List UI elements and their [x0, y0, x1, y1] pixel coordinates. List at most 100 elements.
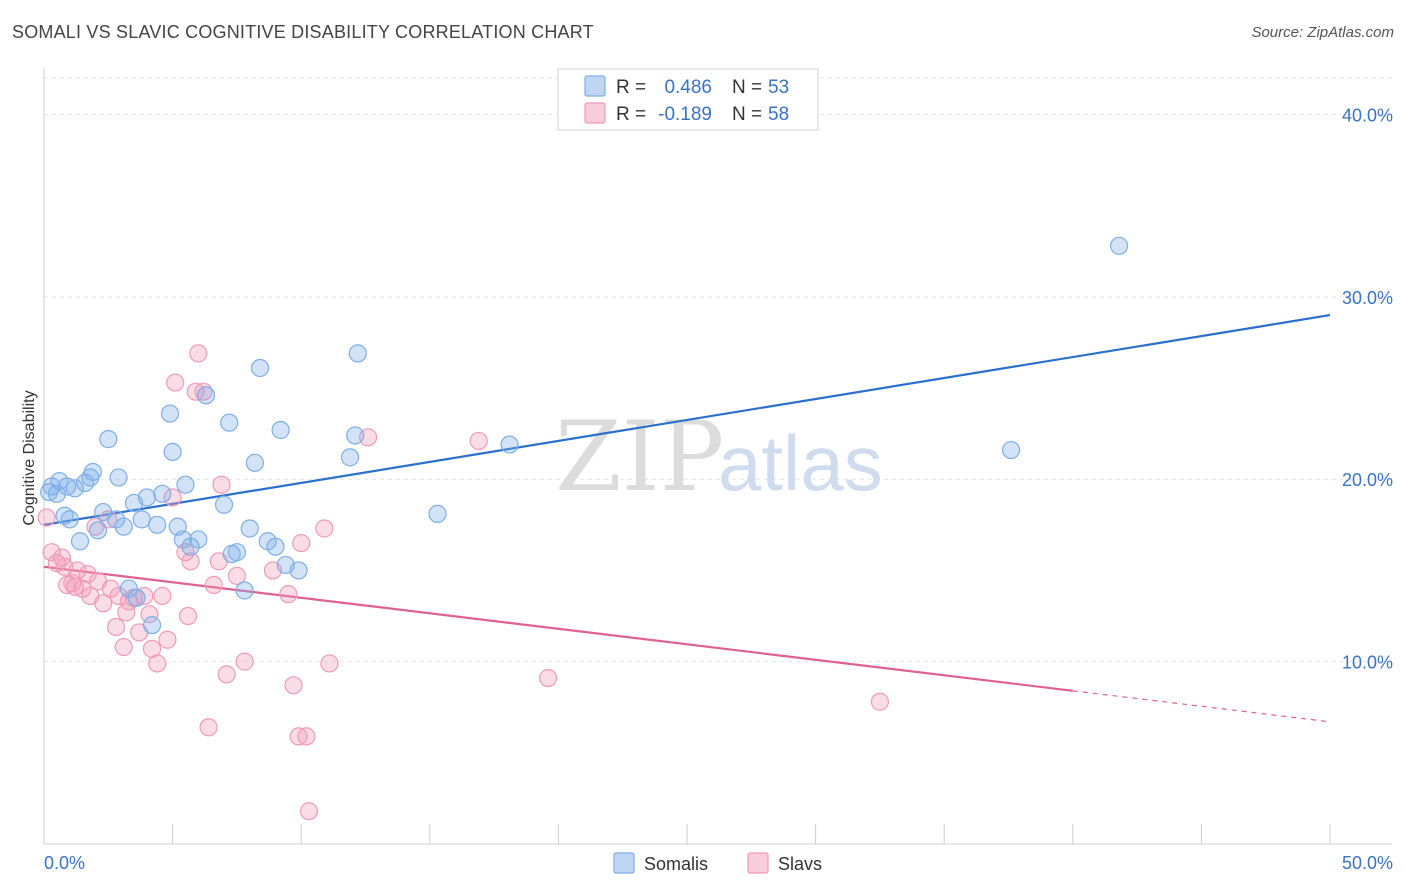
- data-point: [348, 344, 367, 363]
- data-point: [250, 358, 270, 378]
- data-point: [160, 404, 180, 423]
- data-point: [346, 426, 365, 445]
- grid-lines: [44, 77, 1392, 663]
- data-point: [132, 510, 151, 529]
- y-tick-label: 40.0%: [1342, 105, 1393, 125]
- data-point: [153, 586, 172, 606]
- data-point: [284, 676, 303, 695]
- data-point: [140, 605, 159, 624]
- axes: [43, 68, 1392, 845]
- watermark-atlas: atlas: [718, 419, 883, 507]
- data-point: [176, 475, 195, 494]
- legend-swatch: [584, 75, 606, 97]
- data-point: [166, 373, 185, 392]
- bottom-legend-label: Somalis: [644, 854, 708, 874]
- y-tick-label: 10.0%: [1342, 653, 1393, 673]
- data-point: [189, 530, 208, 549]
- data-point: [199, 718, 218, 737]
- chart-title: SOMALI VS SLAVIC COGNITIVE DISABILITY CO…: [12, 22, 594, 42]
- watermark: ZIP atlas: [555, 401, 883, 513]
- data-point: [142, 616, 162, 635]
- bottom-legend-swatch: [613, 852, 635, 874]
- data-point: [217, 665, 236, 684]
- data-point: [94, 594, 113, 613]
- data-point: [163, 442, 182, 461]
- data-point: [114, 637, 133, 657]
- data-point: [214, 495, 234, 514]
- data-point: [245, 453, 265, 472]
- data-point: [279, 585, 298, 604]
- data-point: [109, 468, 128, 487]
- data-point: [60, 510, 79, 529]
- data-point: [106, 617, 126, 637]
- tick-labels: 10.0% 20.0% 30.0% 40.0% 0.0% 50.0%: [44, 105, 1393, 873]
- legend-r-label: R =: [616, 77, 646, 98]
- legend-r-value: -0.189: [658, 104, 712, 125]
- data-point: [289, 727, 308, 746]
- data-point: [227, 543, 246, 562]
- data-point: [320, 654, 339, 673]
- data-point: [500, 435, 519, 454]
- data-point: [196, 386, 216, 405]
- data-point: [340, 448, 360, 467]
- data-point: [148, 654, 167, 673]
- legend-r-label: R =: [616, 104, 646, 125]
- data-point: [266, 537, 285, 556]
- data-point: [78, 564, 97, 584]
- data-point: [68, 561, 87, 580]
- data-point: [109, 586, 128, 606]
- data-point: [227, 566, 246, 586]
- data-point: [292, 533, 311, 553]
- bottom-legend-label: Slavs: [778, 854, 822, 874]
- legend-box: R = 0.486 N = 53 R = -0.189 N = 58: [557, 68, 819, 131]
- data-point: [297, 727, 316, 746]
- data-point: [1109, 236, 1129, 255]
- data-point: [235, 652, 254, 671]
- data-point: [189, 344, 208, 363]
- data-point: [235, 581, 254, 600]
- data-point: [101, 579, 120, 598]
- data-point: [271, 420, 290, 440]
- data-point: [119, 579, 138, 598]
- data-point: [240, 519, 259, 538]
- legend-n-value: 53: [768, 77, 789, 98]
- data-point: [469, 431, 488, 451]
- y-tick-label: 20.0%: [1342, 470, 1393, 490]
- data-point: [212, 475, 231, 494]
- data-point: [88, 521, 108, 540]
- data-point: [289, 561, 308, 580]
- data-point: [37, 508, 56, 527]
- data-point: [106, 510, 126, 529]
- trend-lines: [43, 314, 1331, 723]
- data-point: [114, 517, 133, 536]
- data-point: [539, 668, 558, 688]
- data-point: [83, 462, 102, 482]
- data-point: [137, 488, 156, 507]
- data-point: [870, 692, 890, 711]
- data-point: [127, 588, 146, 607]
- data-point: [163, 488, 182, 507]
- data-point: [173, 530, 192, 549]
- data-point: [158, 630, 177, 649]
- legend-n-label: N =: [732, 77, 762, 98]
- x-tick-label: 50.0%: [1342, 853, 1393, 873]
- data-point: [315, 519, 334, 538]
- data-point: [1001, 440, 1021, 460]
- legend-n-label: N =: [732, 104, 762, 125]
- legend-n-value: 58: [768, 104, 789, 125]
- data-point: [186, 382, 205, 401]
- data-point: [153, 484, 172, 503]
- bottom-legend: Somalis Slavs: [613, 852, 822, 874]
- bottom-legend-swatch: [747, 852, 769, 874]
- data-point: [181, 537, 200, 556]
- legend-r-value: 0.486: [664, 77, 712, 98]
- watermark-zip: ZIP: [555, 401, 724, 513]
- y-tick-label: 30.0%: [1342, 288, 1393, 308]
- y-axis-label: Cognitive Disability: [21, 390, 38, 525]
- data-point: [70, 532, 90, 551]
- data-point: [117, 603, 136, 622]
- data-point: [299, 802, 319, 821]
- data-point: [178, 606, 198, 626]
- data-point: [428, 504, 447, 523]
- trend-line-slavs: [43, 565, 1073, 692]
